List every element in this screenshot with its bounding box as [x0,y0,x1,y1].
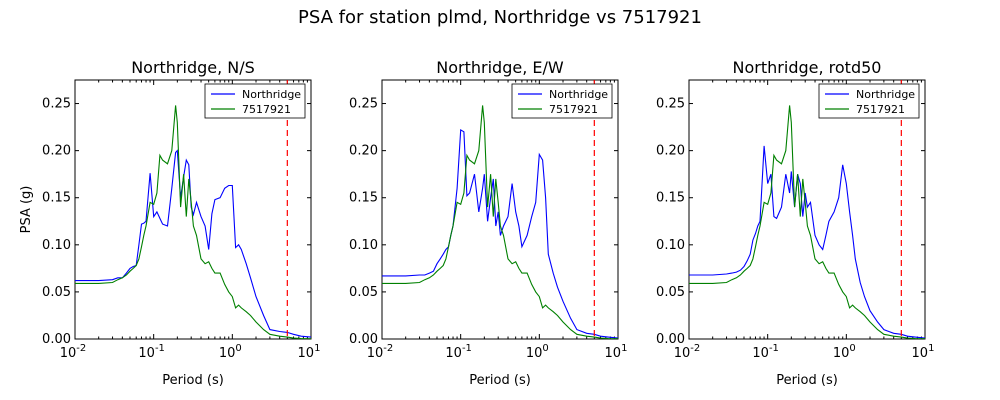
series-line-7517921 [689,105,925,339]
legend-label: 7517921 [856,103,905,116]
y-tick-label: 0.20 [349,144,378,159]
legend-box [818,83,920,119]
legend-label: Northridge [549,88,608,101]
x-tick-label: 10-2 [60,343,87,361]
y-tick-label: 0.00 [349,332,378,347]
legend-label: Northridge [242,88,301,101]
y-tick-label: 0.20 [42,144,71,159]
x-tick-label: 10-1 [445,343,472,361]
x-tick-label: 100 [833,343,856,361]
axes-frame [688,79,926,340]
x-tick-label: 101 [912,343,935,361]
legend-box [204,83,306,119]
x-tick-label: 10-1 [752,343,779,361]
series-line-Northridge [75,149,311,338]
x-tick-label: 100 [526,343,549,361]
y-tick-label: 0.00 [656,332,685,347]
y-tick-label: 0.10 [349,238,378,253]
figure-suptitle: PSA for station plmd, Northridge vs 7517… [298,7,702,28]
x-tick-label: 10-2 [367,343,394,361]
legend-label: 7517921 [242,103,291,116]
y-tick-label: 0.05 [349,285,378,300]
y-tick-label: 0.20 [656,144,685,159]
panel-title: Northridge, N/S [131,58,255,77]
x-axis-label: Period (s) [162,373,224,388]
y-tick-label: 0.10 [656,238,685,253]
axes-frame [74,79,312,340]
legend-box [511,83,613,119]
legend-label: 7517921 [549,103,598,116]
x-tick-label: 10-2 [674,343,701,361]
series-line-7517921 [382,105,618,339]
y-tick-label: 0.15 [349,191,378,206]
panel-3: Northridge, rotd50 0.00 0.05 0.10 0.15 0.20 0.… [656,58,934,388]
axes-frame [381,79,619,340]
y-tick-label: 0.05 [656,285,685,300]
x-tick-label: 10-1 [138,343,165,361]
legend-label: Northridge [856,88,915,101]
y-tick-label: 0.25 [349,97,378,112]
x-tick-label: 101 [298,343,321,361]
panel-1: Northridge, N/S 0.00 0.05 0.10 0.15 0.20 0.25 1… [19,58,320,388]
y-tick-label: 0.15 [42,191,71,206]
panel-title: Northridge, E/W [436,58,564,77]
panel-2: Northridge, E/W 0.00 0.05 0.10 0.15 0.20 0.25 1… [349,58,627,388]
y-tick-label: 0.10 [42,238,71,253]
x-tick-label: 100 [219,343,242,361]
y-tick-label: 0.05 [42,285,71,300]
series-line-7517921 [75,105,311,339]
y-tick-label: 0.00 [42,332,71,347]
series-line-Northridge [382,128,618,339]
x-axis-label: Period (s) [469,373,531,388]
y-tick-label: 0.25 [42,97,71,112]
y-tick-label: 0.25 [656,97,685,112]
panel-title: Northridge, rotd50 [733,58,882,77]
y-axis-label: PSA (g) [19,186,34,234]
y-tick-label: 0.15 [656,191,685,206]
x-axis-label: Period (s) [776,373,838,388]
x-tick-label: 101 [605,343,628,361]
series-line-Northridge [689,145,925,339]
